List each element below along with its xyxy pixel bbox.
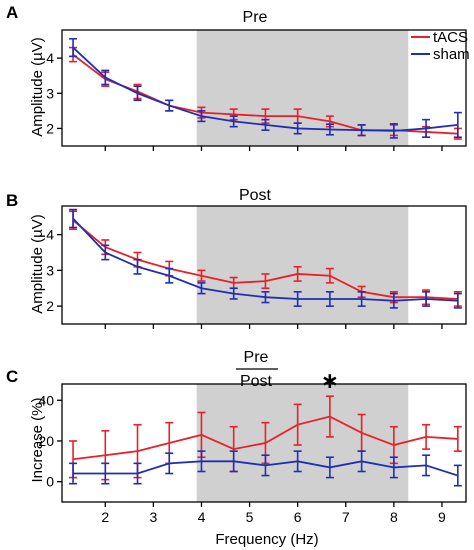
x-tick-label: 6 [294, 509, 302, 525]
y-tick-label: 2 [46, 298, 54, 314]
panel-b: 2 3 4 B Post Amplitude (µV) [6, 187, 467, 329]
y-tick-label: 40 [38, 392, 54, 408]
y-tick-label: 3 [46, 262, 54, 278]
panel-b-axes: 2 3 4 [46, 205, 467, 329]
y-tick-label: 20 [38, 433, 54, 449]
y-axis-label: Amplitude (µV) [29, 37, 46, 137]
legend-label-tacs: tACS [433, 29, 468, 46]
y-tick-label: 0 [46, 474, 54, 490]
x-tick-label: 7 [342, 509, 350, 525]
series-line-sham [72, 46, 458, 132]
panel-letter: B [6, 191, 18, 210]
x-axis-label: Frequency (Hz) [215, 531, 318, 548]
shaded-frequency-band [196, 384, 409, 502]
y-axis-label: Increase (%) [29, 397, 46, 482]
y-tick-label: 4 [46, 50, 54, 66]
panel-letter: A [6, 3, 18, 22]
x-tick-label: 5 [246, 509, 254, 525]
series-line-sham [72, 217, 458, 302]
y-tick-label: 4 [46, 227, 54, 243]
panel-a-axes: 2 3 4 [46, 29, 467, 151]
significance-asterisk: ∗ [321, 368, 339, 393]
y-axis-label: Amplitude (µV) [29, 214, 46, 314]
plot-frame [61, 383, 467, 503]
shaded-frequency-band [196, 206, 409, 324]
y-tick-label: 3 [46, 85, 54, 101]
panel-b-marks [69, 208, 462, 309]
panel-title-numerator: Pre [244, 349, 269, 366]
plot-frame [61, 205, 467, 325]
series-line-tacs [72, 415, 458, 461]
plot-frame [61, 29, 467, 147]
panel-title: Post [239, 187, 272, 204]
x-tick-label: 8 [390, 509, 398, 525]
x-tick-label: 9 [438, 509, 446, 525]
series-line-sham [73, 460, 459, 477]
panel-title: Pre [243, 9, 268, 26]
panel-a: 2 3 4 A Pre Amplitude (µV) tACS sham [6, 3, 470, 151]
legend-label-sham: sham [433, 46, 470, 63]
panel-letter: C [6, 367, 18, 386]
y-tick-label: 2 [46, 120, 54, 136]
panel-title-denominator: Post [240, 373, 273, 390]
legend: tACS sham [411, 29, 470, 63]
x-tick-label: 2 [101, 509, 109, 525]
panel-c-marks [69, 395, 462, 487]
panel-c-axes: 0 20 40 2 3 4 5 6 7 8 9 ∗ [38, 368, 467, 525]
panel-c: 0 20 40 2 3 4 5 6 7 8 9 ∗ C Pre Post Increase (%) [6, 349, 467, 525]
panel-a-marks [69, 37, 462, 140]
x-tick-label: 4 [198, 509, 206, 525]
x-tick-label: 3 [149, 509, 157, 525]
